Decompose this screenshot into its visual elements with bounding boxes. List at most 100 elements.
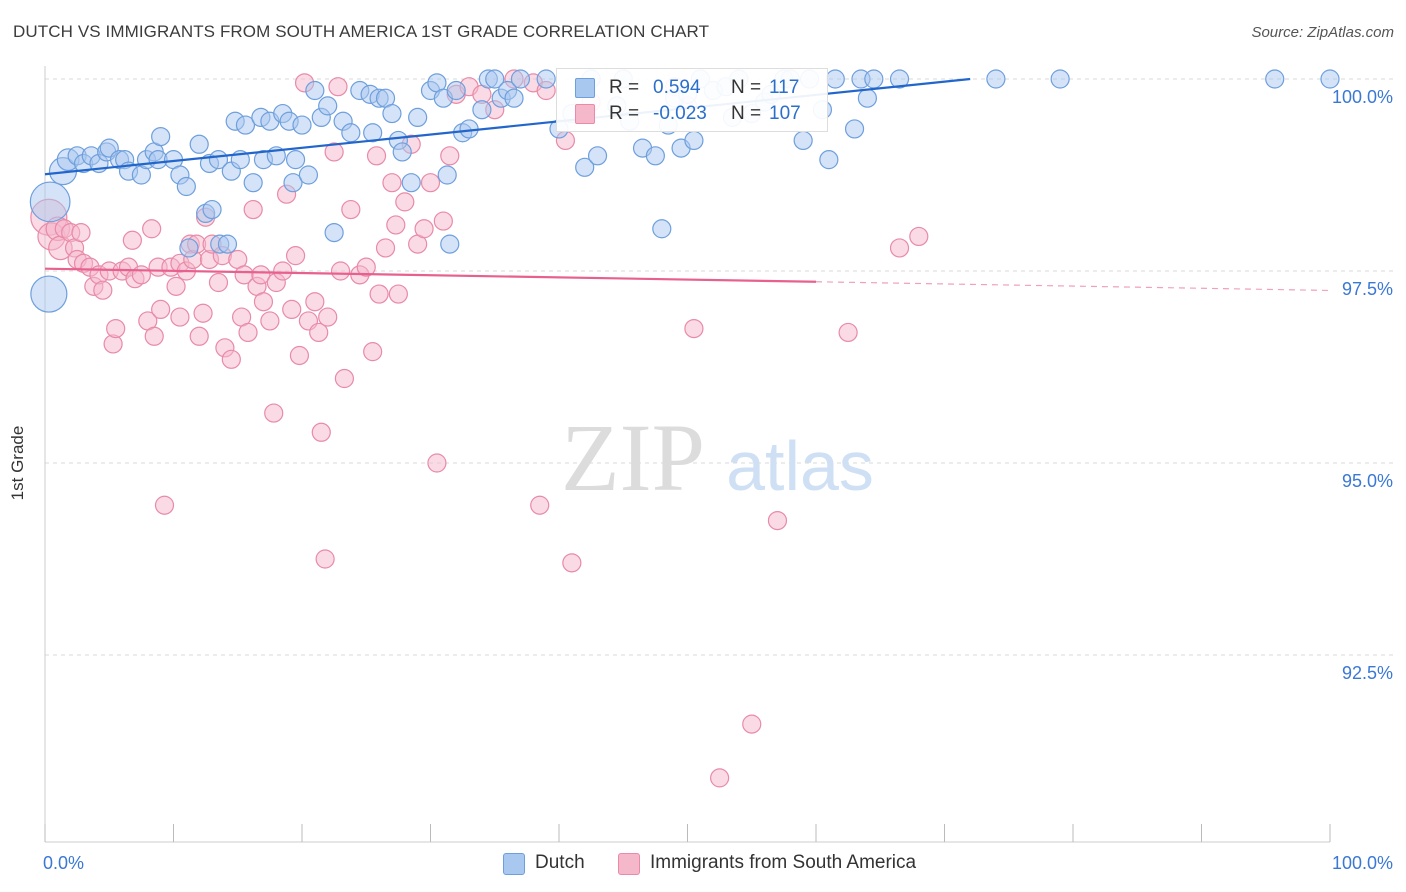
immigrants-point xyxy=(311,422,331,442)
dutch-point xyxy=(392,142,412,162)
dutch-point xyxy=(298,165,319,185)
immigrants-point xyxy=(684,319,704,339)
legend-n-label: N = xyxy=(731,103,762,124)
dutch-point xyxy=(1265,69,1285,89)
immigrants-point xyxy=(440,146,460,166)
legend-n-value: 117 xyxy=(769,77,800,98)
immigrants-point xyxy=(151,299,171,319)
watermark-zip: ZIP xyxy=(561,404,705,511)
dutch-point xyxy=(587,146,608,166)
immigrants-point xyxy=(386,215,406,235)
immigrants-point xyxy=(334,368,355,389)
dutch-point xyxy=(819,150,839,170)
immigrants-point xyxy=(144,326,164,346)
y-tick-labels: 92.5% 95.0% 97.5% 100.0% xyxy=(1332,87,1393,683)
dutch-point xyxy=(283,173,303,193)
legend-swatch-immigrants xyxy=(575,104,595,124)
immigrants-point xyxy=(530,495,550,515)
immigrants-point xyxy=(238,322,258,343)
immigrants-point xyxy=(260,311,280,331)
legend-label-immigrants: Immigrants from South America xyxy=(650,852,917,873)
dutch-point xyxy=(844,119,865,139)
correlation-legend: R = 0.594 N = 117 R = -0.023 N = 107 xyxy=(556,68,828,132)
dutch-point xyxy=(1320,69,1340,89)
immigrants-point xyxy=(382,173,402,193)
dutch-point xyxy=(864,69,884,89)
dutch-point xyxy=(30,275,68,313)
immigrants-trend-extension xyxy=(815,281,1331,292)
immigrants-point xyxy=(330,261,351,281)
y-tick-label: 95.0% xyxy=(1342,471,1393,491)
immigrants-point xyxy=(189,326,209,346)
legend-swatch-dutch xyxy=(503,853,525,875)
dutch-point xyxy=(575,157,595,177)
immigrants-point xyxy=(251,265,271,285)
dutch-point xyxy=(857,88,878,108)
watermark-atlas: atlas xyxy=(726,427,874,505)
dutch-point xyxy=(324,223,344,243)
immigrants-point xyxy=(122,230,142,250)
immigrants-point xyxy=(170,307,190,327)
legend-r-value: 0.594 xyxy=(653,77,701,98)
immigrants-point xyxy=(414,219,434,239)
dutch-point xyxy=(440,234,460,254)
immigrants-point xyxy=(341,199,361,220)
immigrants-point xyxy=(742,714,762,734)
immigrants-point xyxy=(388,284,408,304)
dutch-point xyxy=(202,199,222,220)
immigrants-point xyxy=(154,495,175,515)
immigrants-point xyxy=(324,142,344,162)
immigrants-point xyxy=(142,219,162,239)
legend-r-label: R = xyxy=(609,103,640,124)
dutch-point xyxy=(504,88,524,108)
axes xyxy=(44,66,1331,843)
dutch-point xyxy=(363,123,383,143)
dutch-point xyxy=(285,150,306,170)
legend-r-label: R = xyxy=(609,77,640,98)
watermark: ZIP atlas xyxy=(561,404,874,511)
legend-n-label: N = xyxy=(731,77,762,98)
immigrants-trend-line xyxy=(44,267,817,283)
immigrants-point xyxy=(395,192,415,212)
immigrants-point xyxy=(106,319,126,339)
dutch-point xyxy=(179,238,199,258)
immigrants-point xyxy=(375,238,396,258)
immigrants-point xyxy=(318,307,338,327)
dutch-point xyxy=(472,100,492,120)
immigrants-point xyxy=(889,238,910,258)
dutch-point xyxy=(176,176,196,197)
immigrants-point xyxy=(420,173,441,193)
y-tick-label: 100.0% xyxy=(1332,87,1393,107)
dutch-point xyxy=(684,130,704,151)
chart-title: DUTCH VS IMMIGRANTS FROM SOUTH AMERICA 1… xyxy=(13,22,710,41)
dutch-point xyxy=(889,69,910,89)
dutch-point xyxy=(382,103,402,124)
immigrants-point xyxy=(309,322,329,343)
immigrants-point xyxy=(427,453,447,473)
dutch-point xyxy=(986,69,1006,89)
immigrants-point xyxy=(315,549,335,569)
immigrants-point xyxy=(71,223,91,243)
dutch-point xyxy=(446,80,466,101)
y-tick-label: 92.5% xyxy=(1342,663,1393,683)
dutch-point xyxy=(235,115,256,135)
legend-label-dutch: Dutch xyxy=(535,852,585,873)
immigrants-point xyxy=(289,345,310,366)
immigrants-point xyxy=(356,257,376,277)
dutch-point xyxy=(793,130,813,151)
x-tick-label: 0.0% xyxy=(43,853,84,873)
immigrants-point xyxy=(253,292,274,312)
dutch-point xyxy=(189,134,209,154)
dutch-point xyxy=(305,80,325,101)
x-tick-label: 100.0% xyxy=(1332,853,1393,873)
source-credit: Source: ZipAtlas.com xyxy=(1251,24,1394,41)
legend-r-value: -0.023 xyxy=(653,103,707,124)
immigrants-point xyxy=(909,226,929,247)
immigrants-point xyxy=(193,303,213,323)
immigrants-point xyxy=(282,299,302,319)
y-tick-label: 97.5% xyxy=(1342,279,1393,299)
dutch-point xyxy=(652,219,672,239)
x-tick-labels: 0.0% 100.0% xyxy=(43,853,1393,873)
immigrants-point xyxy=(366,146,387,166)
